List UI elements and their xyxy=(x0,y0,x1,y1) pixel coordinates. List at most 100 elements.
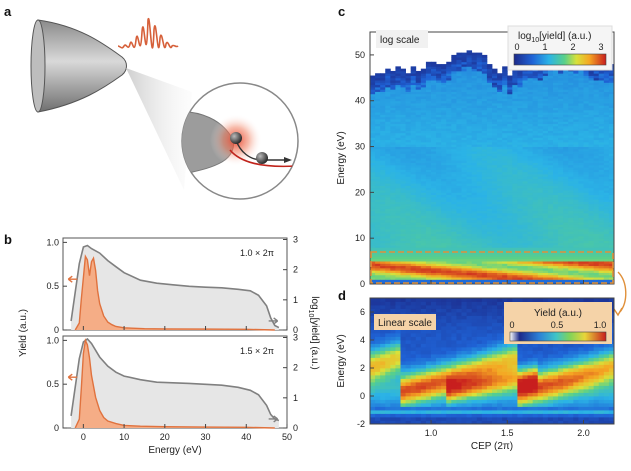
heatmap-cell xyxy=(476,132,483,136)
heatmap-cell xyxy=(517,265,523,269)
heatmap-cell xyxy=(603,146,610,150)
heatmap-cell xyxy=(390,382,396,386)
heatmap-cell xyxy=(603,93,610,97)
heatmap-cell xyxy=(420,187,427,191)
heatmap-cell xyxy=(436,270,442,273)
heatmap-cell xyxy=(380,340,386,344)
heatmap-cell xyxy=(588,146,595,150)
heatmap-cell xyxy=(395,347,401,351)
heatmap-cell xyxy=(558,132,564,136)
heatmap-cell xyxy=(431,82,437,86)
heatmap-cell xyxy=(507,105,513,108)
heatmap-cell xyxy=(588,210,595,214)
heatmap-cell xyxy=(380,242,386,246)
heatmap-cell xyxy=(598,185,605,189)
heatmap-cell xyxy=(390,89,396,92)
heatmap-cell xyxy=(481,128,488,131)
heatmap-cell xyxy=(395,139,401,143)
heatmap-cell xyxy=(568,84,574,88)
heatmap-cell xyxy=(400,123,406,127)
heatmap-cell xyxy=(441,89,447,92)
heatmap-cell xyxy=(431,208,437,212)
heatmap-cell xyxy=(492,77,498,81)
heatmap-cell xyxy=(537,240,544,244)
heatmap-cell xyxy=(481,148,488,152)
heatmap-cell xyxy=(410,162,417,166)
heatmap-cell xyxy=(405,137,412,141)
heatmap-cell xyxy=(502,146,508,150)
heatmap-cell xyxy=(471,148,478,152)
heatmap-cell xyxy=(583,272,589,276)
heatmap-cell xyxy=(593,245,600,248)
heatmap-cell xyxy=(598,105,605,108)
heatmap-cell xyxy=(502,107,508,111)
heatmap-cell xyxy=(603,203,610,207)
heatmap-cell xyxy=(415,224,422,228)
heatmap-cell xyxy=(517,226,523,230)
heatmap-cell xyxy=(425,229,432,232)
heatmap-cell xyxy=(563,137,569,141)
heatmap-cell xyxy=(476,208,483,212)
heatmap-cell xyxy=(436,128,442,131)
heatmap-cell xyxy=(608,212,614,216)
heatmap-cell xyxy=(375,196,381,200)
heatmap-cell xyxy=(390,82,396,86)
heatmap-cell xyxy=(400,242,406,246)
heatmap-cell xyxy=(410,128,417,131)
heatmap-cell xyxy=(522,109,528,113)
heatmap-cell xyxy=(502,103,508,106)
heatmap-cell xyxy=(420,121,427,125)
y2tick-label: 1 xyxy=(293,295,298,305)
heatmap-cell xyxy=(481,75,488,79)
heatmap-cell xyxy=(537,160,544,163)
heatmap-cell xyxy=(461,96,467,99)
heatmap-cell xyxy=(532,212,539,216)
heatmap-cell xyxy=(415,123,422,127)
heatmap-cell xyxy=(436,201,442,205)
heatmap-cell xyxy=(583,233,589,237)
heatmap-cell xyxy=(522,171,528,175)
heatmap-cell xyxy=(588,73,595,76)
heatmap-cell xyxy=(370,128,376,131)
heatmap-cell xyxy=(517,141,523,145)
heatmap-cell xyxy=(461,82,467,86)
heatmap-cell xyxy=(395,406,401,411)
heatmap-cell xyxy=(410,96,417,99)
heatmap-cell xyxy=(390,171,396,175)
heatmap-cell xyxy=(563,212,569,216)
heatmap-cell xyxy=(558,196,564,200)
heatmap-cell xyxy=(461,98,467,102)
heatmap-cell xyxy=(451,155,457,159)
heatmap-cell xyxy=(588,84,595,88)
heatmap-cell xyxy=(573,231,579,234)
heatmap-cell xyxy=(410,68,417,72)
heatmap-cell xyxy=(598,89,605,92)
heatmap-cell xyxy=(390,146,396,150)
heatmap-cell xyxy=(405,151,412,154)
heatmap-cell xyxy=(390,203,396,207)
heatmap-cell xyxy=(522,270,528,273)
heatmap-cell xyxy=(578,139,584,143)
heatmap-cell xyxy=(568,158,574,161)
heatmap-cell xyxy=(603,231,610,234)
heatmap-cell xyxy=(390,194,396,198)
heatmap-cell xyxy=(568,174,574,177)
heatmap-cell xyxy=(431,176,437,180)
heatmap-cell xyxy=(598,176,605,180)
heatmap-cell xyxy=(400,277,406,280)
heatmap-cell xyxy=(593,201,600,205)
heatmap-cell xyxy=(512,240,518,244)
heatmap-cell xyxy=(415,217,422,221)
heatmap-cell xyxy=(598,247,605,251)
heatmap-cell xyxy=(451,272,457,276)
heatmap-cell xyxy=(547,183,554,186)
heatmap-cell xyxy=(553,98,559,102)
heatmap-cell xyxy=(431,256,437,260)
heatmap-cell xyxy=(380,274,386,278)
heatmap-cell xyxy=(415,176,422,180)
heatmap-cell xyxy=(461,199,467,202)
heatmap-cell xyxy=(380,224,386,228)
heatmap-cell xyxy=(492,98,498,102)
heatmap-cell xyxy=(583,245,589,248)
heatmap-cell xyxy=(553,208,559,212)
